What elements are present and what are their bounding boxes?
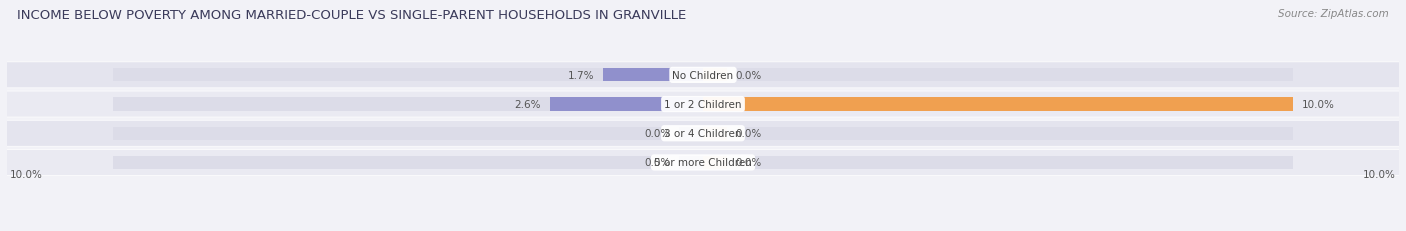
Text: 0.0%: 0.0%: [644, 158, 671, 168]
Text: INCOME BELOW POVERTY AMONG MARRIED-COUPLE VS SINGLE-PARENT HOUSEHOLDS IN GRANVIL: INCOME BELOW POVERTY AMONG MARRIED-COUPL…: [17, 9, 686, 22]
Bar: [703, 156, 1292, 169]
Text: 10.0%: 10.0%: [1364, 169, 1396, 179]
Bar: [703, 98, 1292, 111]
Text: 0.0%: 0.0%: [735, 70, 762, 81]
Bar: [679, 127, 703, 140]
Bar: [703, 69, 1292, 82]
Bar: [703, 127, 1292, 140]
Bar: [550, 98, 703, 111]
Bar: [114, 69, 703, 82]
Text: Source: ZipAtlas.com: Source: ZipAtlas.com: [1278, 9, 1389, 19]
FancyBboxPatch shape: [6, 121, 1400, 147]
FancyBboxPatch shape: [6, 92, 1400, 118]
Bar: [703, 127, 727, 140]
Legend: Married Couples, Single Parents: Married Couples, Single Parents: [596, 228, 810, 231]
Text: 10.0%: 10.0%: [10, 169, 42, 179]
FancyBboxPatch shape: [6, 63, 1400, 88]
Text: No Children: No Children: [672, 70, 734, 81]
Text: 0.0%: 0.0%: [735, 129, 762, 139]
Bar: [114, 98, 703, 111]
Text: 0.0%: 0.0%: [644, 129, 671, 139]
FancyBboxPatch shape: [6, 150, 1400, 176]
Bar: [703, 156, 727, 169]
Bar: [703, 69, 727, 82]
Bar: [603, 69, 703, 82]
Text: 1.7%: 1.7%: [568, 70, 593, 81]
Bar: [679, 156, 703, 169]
Text: 3 or 4 Children: 3 or 4 Children: [664, 129, 742, 139]
Text: 10.0%: 10.0%: [1302, 100, 1334, 109]
Text: 0.0%: 0.0%: [735, 158, 762, 168]
Bar: [114, 127, 703, 140]
Text: 2.6%: 2.6%: [515, 100, 541, 109]
Text: 5 or more Children: 5 or more Children: [654, 158, 752, 168]
Bar: [114, 156, 703, 169]
Text: 1 or 2 Children: 1 or 2 Children: [664, 100, 742, 109]
Bar: [703, 98, 1292, 111]
